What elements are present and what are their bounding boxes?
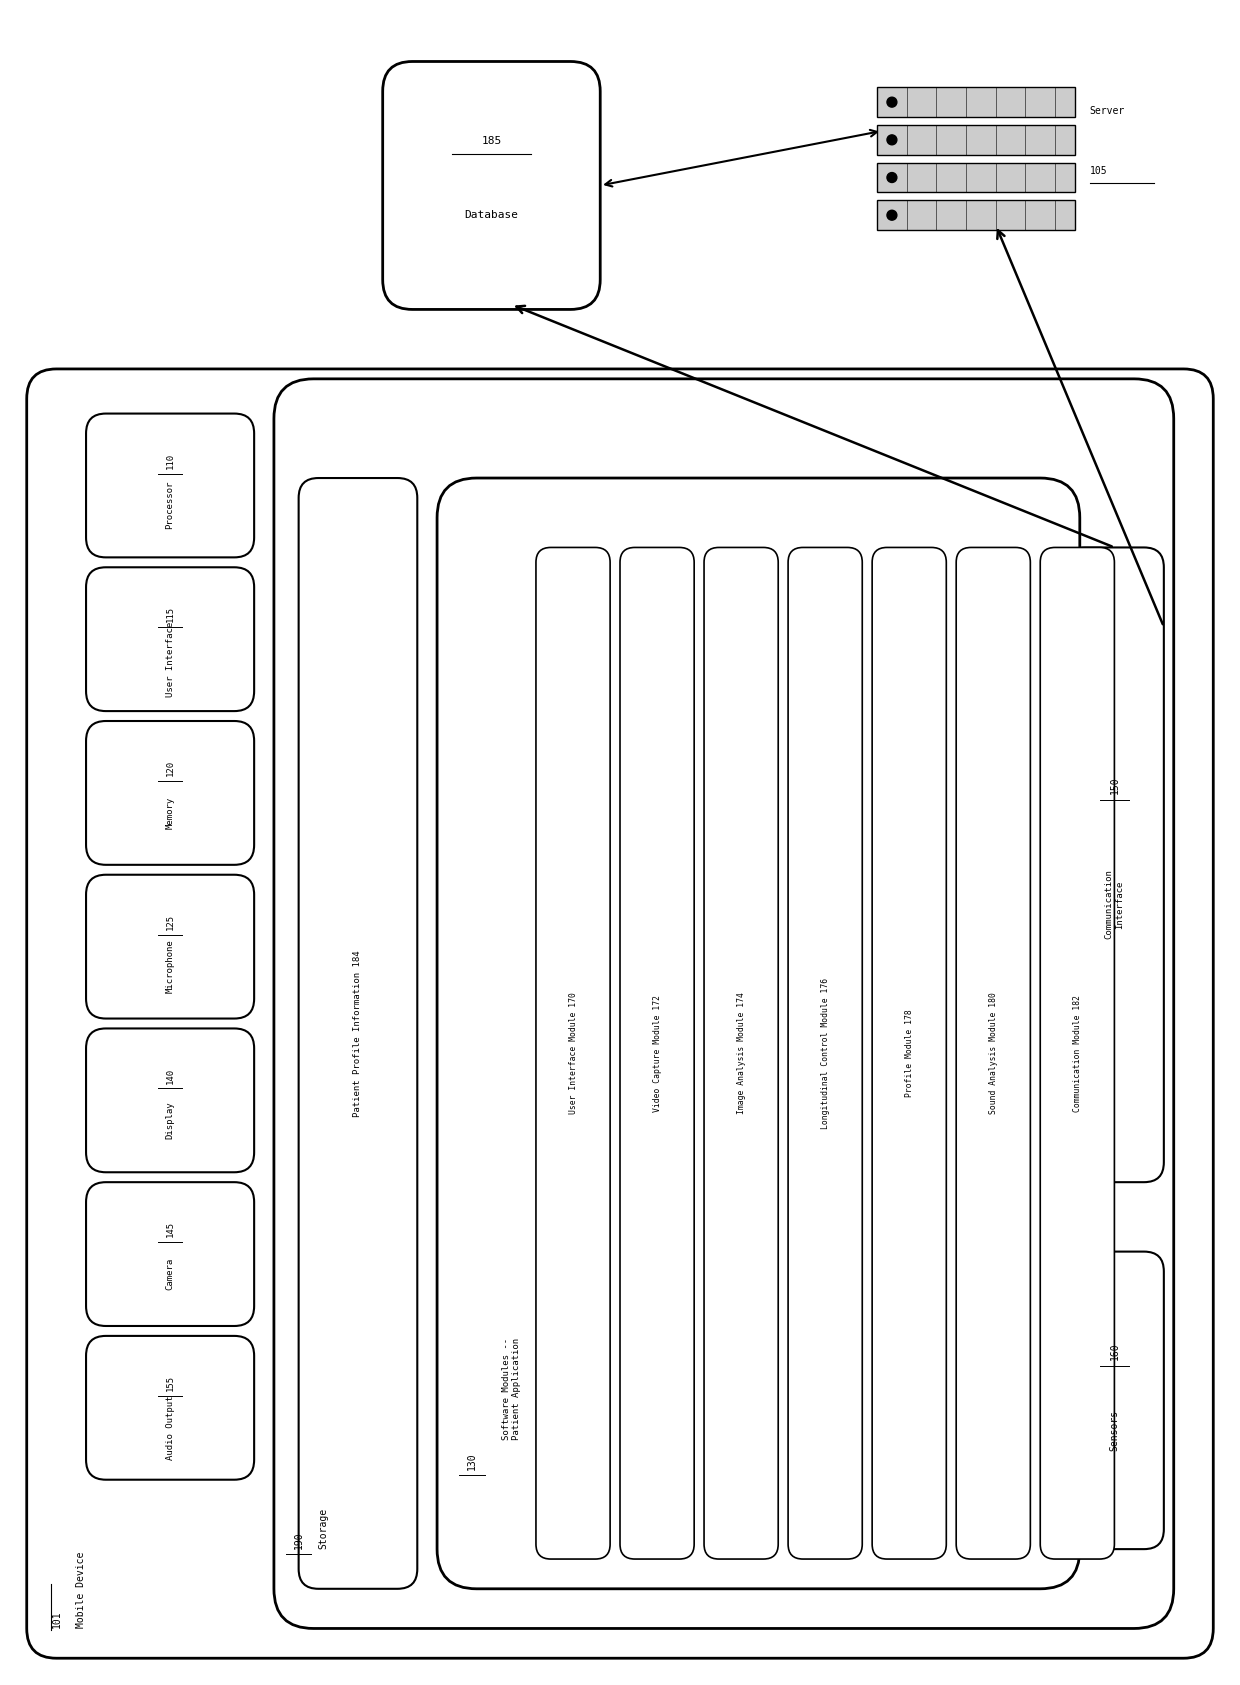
- Text: 101: 101: [51, 1611, 62, 1628]
- Text: 145: 145: [166, 1222, 175, 1237]
- FancyBboxPatch shape: [86, 1336, 254, 1479]
- Text: 155: 155: [166, 1375, 175, 1392]
- FancyBboxPatch shape: [436, 479, 1080, 1589]
- FancyBboxPatch shape: [704, 548, 779, 1559]
- FancyBboxPatch shape: [956, 548, 1030, 1559]
- Circle shape: [887, 172, 897, 182]
- Bar: [877, 125, 1075, 155]
- Circle shape: [887, 135, 897, 145]
- FancyBboxPatch shape: [536, 548, 610, 1559]
- Text: Display: Display: [166, 1102, 175, 1139]
- Text: Camera: Camera: [166, 1257, 175, 1291]
- Text: 110: 110: [166, 453, 175, 468]
- Text: 140: 140: [166, 1068, 175, 1083]
- Text: Communication Module 182: Communication Module 182: [1073, 994, 1081, 1112]
- Text: Longitudinal Control Module 176: Longitudinal Control Module 176: [821, 977, 830, 1129]
- Bar: [877, 88, 1075, 116]
- Text: Profile Module 178: Profile Module 178: [905, 1009, 914, 1097]
- Text: 150: 150: [1110, 777, 1120, 794]
- Circle shape: [887, 98, 897, 108]
- FancyBboxPatch shape: [86, 1183, 254, 1326]
- Text: User Interface: User Interface: [166, 622, 175, 696]
- Text: 105: 105: [1090, 165, 1107, 175]
- Text: Video Capture Module 172: Video Capture Module 172: [652, 994, 662, 1112]
- Text: Memory: Memory: [166, 797, 175, 829]
- FancyBboxPatch shape: [86, 721, 254, 864]
- Text: Mobile Device: Mobile Device: [76, 1552, 86, 1628]
- Text: Software Modules --
Patient Application: Software Modules -- Patient Application: [501, 1338, 521, 1441]
- Text: Processor: Processor: [166, 482, 175, 529]
- FancyBboxPatch shape: [1065, 1252, 1164, 1549]
- FancyBboxPatch shape: [86, 1028, 254, 1173]
- Text: Sound Analysis Module 180: Sound Analysis Module 180: [988, 992, 998, 1114]
- Circle shape: [887, 211, 897, 221]
- FancyBboxPatch shape: [1040, 548, 1115, 1559]
- Text: 185: 185: [481, 136, 502, 147]
- Text: 130: 130: [466, 1452, 476, 1469]
- Text: Storage: Storage: [319, 1508, 329, 1549]
- Text: User Interface Module 170: User Interface Module 170: [568, 992, 578, 1114]
- FancyBboxPatch shape: [86, 875, 254, 1018]
- Text: 125: 125: [166, 913, 175, 930]
- Text: 160: 160: [1110, 1341, 1120, 1360]
- Bar: [877, 201, 1075, 231]
- FancyBboxPatch shape: [383, 61, 600, 310]
- Text: Sensors: Sensors: [1110, 1410, 1120, 1451]
- Bar: [877, 163, 1075, 192]
- Text: 115: 115: [166, 607, 175, 622]
- Text: 120: 120: [166, 760, 175, 777]
- FancyBboxPatch shape: [274, 379, 1174, 1628]
- Text: Communication
Interface: Communication Interface: [1105, 869, 1125, 940]
- FancyBboxPatch shape: [299, 479, 418, 1589]
- FancyBboxPatch shape: [86, 413, 254, 558]
- FancyBboxPatch shape: [86, 568, 254, 711]
- Text: Server: Server: [1090, 106, 1125, 116]
- Text: Audio Output: Audio Output: [166, 1395, 175, 1459]
- Text: 190: 190: [294, 1532, 304, 1549]
- Text: Image Analysis Module 174: Image Analysis Module 174: [737, 992, 745, 1114]
- FancyBboxPatch shape: [1065, 548, 1164, 1183]
- Text: Database: Database: [465, 211, 518, 221]
- FancyBboxPatch shape: [27, 369, 1213, 1658]
- FancyBboxPatch shape: [872, 548, 946, 1559]
- FancyBboxPatch shape: [620, 548, 694, 1559]
- Text: Patient Profile Information 184: Patient Profile Information 184: [353, 950, 362, 1117]
- Text: Microphone: Microphone: [166, 940, 175, 994]
- FancyBboxPatch shape: [789, 548, 862, 1559]
